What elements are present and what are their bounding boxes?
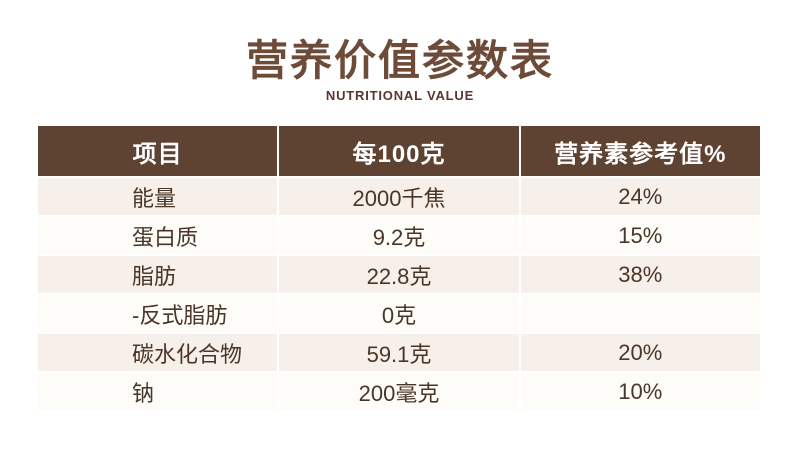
cell-item: 碳水化合物 <box>38 334 278 371</box>
table-row: 脂肪 22.8克 38% <box>38 256 760 293</box>
cell-nrv: 20% <box>520 334 760 371</box>
table-row: 能量 2000千焦 24% <box>38 178 760 215</box>
cell-item: 钠 <box>38 373 278 410</box>
cell-per100g: 200毫克 <box>279 373 519 410</box>
title-block: 营养价值参数表 NUTRITIONAL VALUE <box>0 0 800 104</box>
cell-nrv: 24% <box>520 178 760 215</box>
cell-item: 能量 <box>38 178 278 215</box>
cell-per100g: 59.1克 <box>279 334 519 371</box>
page-subtitle: NUTRITIONAL VALUE <box>325 88 475 104</box>
cell-nrv: 38% <box>520 256 760 293</box>
cell-per100g: 0克 <box>279 295 519 332</box>
nutrition-table: 项目 每100克 营养素参考值% 能量 2000千焦 24% 蛋白质 9.2克 15% 脂肪… <box>38 126 760 410</box>
table-row: 钠 200毫克 10% <box>38 373 760 410</box>
cell-nrv: 15% <box>520 217 760 254</box>
column-header-item: 项目 <box>38 126 278 176</box>
table-body: 能量 2000千焦 24% 蛋白质 9.2克 15% 脂肪 22.8克 38% -反式脂肪 0克 碳水… <box>38 178 760 410</box>
cell-item: 蛋白质 <box>38 217 278 254</box>
cell-nrv: 10% <box>520 373 760 410</box>
cell-per100g: 9.2克 <box>279 217 519 254</box>
page-title: 营养价值参数表 <box>245 37 554 84</box>
cell-per100g: 22.8克 <box>279 256 519 293</box>
cell-nrv <box>520 295 760 332</box>
table-row: 碳水化合物 59.1克 20% <box>38 334 760 371</box>
column-header-per100g: 每100克 <box>279 126 519 176</box>
cell-item: 脂肪 <box>38 256 278 293</box>
table-row: 蛋白质 9.2克 15% <box>38 217 760 254</box>
column-header-nrv: 营养素参考值% <box>520 126 760 176</box>
cell-per100g: 2000千焦 <box>279 178 519 215</box>
table-row: -反式脂肪 0克 <box>38 295 760 332</box>
cell-item: -反式脂肪 <box>38 295 278 332</box>
table-header-row: 项目 每100克 营养素参考值% <box>38 126 760 176</box>
